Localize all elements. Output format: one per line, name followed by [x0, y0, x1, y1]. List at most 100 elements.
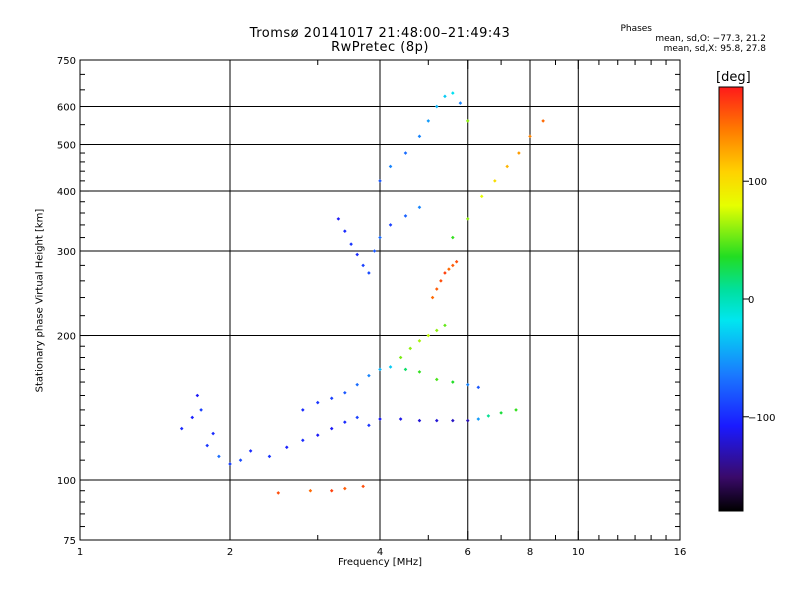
data-point	[451, 380, 455, 384]
data-point	[439, 279, 443, 283]
data-point	[418, 135, 422, 139]
data-point	[378, 236, 382, 240]
data-point	[180, 427, 184, 431]
data-point	[301, 438, 305, 442]
data-point	[276, 491, 280, 495]
y-tick-label: 750	[57, 56, 76, 67]
data-point	[205, 444, 209, 448]
data-point	[199, 408, 203, 412]
data-point	[355, 416, 359, 420]
data-points	[180, 91, 545, 494]
data-point	[528, 135, 532, 139]
data-point	[309, 489, 313, 493]
colorbar-label: [deg]	[716, 70, 751, 85]
data-point	[435, 419, 439, 423]
data-point	[399, 356, 403, 360]
y-tick-label: 300	[57, 247, 76, 258]
data-point	[343, 391, 347, 395]
data-point	[343, 420, 347, 424]
data-point	[426, 119, 430, 123]
stats-o-mode: mean, sd,O: −77.3, 21.2	[655, 34, 766, 45]
data-point	[480, 195, 484, 199]
data-point	[477, 386, 481, 390]
chart-title-line2: RwPretec (8p)	[200, 40, 560, 55]
data-point	[418, 205, 422, 209]
data-point	[435, 329, 439, 333]
data-point	[541, 119, 545, 123]
data-point	[459, 101, 463, 105]
data-point	[466, 119, 470, 123]
data-point	[249, 449, 253, 453]
y-tick-label: 100	[57, 476, 76, 487]
y-tick-label: 500	[57, 141, 76, 152]
data-point	[435, 287, 439, 291]
data-point	[435, 105, 439, 109]
data-point	[316, 433, 320, 437]
data-point	[330, 489, 334, 493]
data-point	[217, 455, 221, 459]
x-tick-label: 2	[227, 547, 233, 558]
data-point	[330, 397, 334, 401]
data-point	[418, 419, 422, 423]
x-tick-label: 6	[465, 547, 471, 558]
data-point	[493, 179, 497, 183]
data-point	[367, 424, 371, 428]
data-point	[487, 414, 491, 418]
colorbar: 100 0 −100	[719, 87, 775, 511]
y-axis-label: Stationary phase Virtual Height [km]	[35, 171, 46, 431]
data-point	[301, 408, 305, 412]
data-point	[435, 378, 439, 382]
y-tick-label: 600	[57, 103, 76, 114]
data-point	[499, 411, 503, 415]
data-point	[316, 401, 320, 405]
data-point	[367, 271, 371, 275]
x-tick-label: 10	[572, 547, 585, 558]
data-point	[239, 458, 243, 462]
x-tick-label: 8	[527, 547, 533, 558]
data-point	[466, 419, 470, 423]
colorbar-tick-label: −100	[748, 413, 775, 424]
data-point	[399, 417, 403, 421]
data-point	[389, 365, 393, 369]
data-point	[349, 242, 353, 246]
data-point	[373, 249, 377, 253]
data-point	[190, 416, 194, 420]
colorbar-tick-label: 100	[748, 177, 767, 188]
data-point	[466, 383, 470, 387]
chart-title-line1: Tromsø 20141017 21:48:00–21:49:43	[200, 26, 560, 41]
data-point	[404, 214, 408, 218]
data-point	[196, 394, 200, 398]
data-point	[455, 260, 459, 264]
data-point	[228, 462, 232, 466]
data-point	[447, 267, 451, 271]
data-point	[389, 223, 393, 227]
data-point	[389, 165, 393, 169]
stats-heading: Phases	[620, 24, 652, 35]
data-point	[367, 374, 371, 378]
data-point	[361, 264, 365, 268]
data-point	[337, 217, 341, 221]
data-point	[343, 487, 347, 491]
data-point	[477, 417, 481, 421]
data-point	[505, 165, 509, 169]
data-point	[355, 383, 359, 387]
data-point	[426, 334, 430, 338]
data-point	[355, 253, 359, 257]
data-point	[404, 368, 408, 372]
stats-x-mode: mean, sd,X: 95.8, 27.8	[664, 44, 766, 55]
x-axis-label: Frequency [MHz]	[330, 557, 430, 568]
data-point	[285, 446, 289, 450]
data-point	[443, 95, 447, 99]
data-point	[451, 91, 455, 95]
data-point	[408, 347, 412, 351]
data-point	[378, 368, 382, 372]
colorbar-tick-label: 0	[748, 295, 754, 306]
ionogram-chart: 1 2 4 6 8 10 16 75100200300400500600750 1000−1…	[0, 0, 800, 600]
data-point	[451, 264, 455, 268]
y-tick-label: 75	[63, 536, 76, 547]
y-tick-label: 200	[57, 332, 76, 343]
data-point	[361, 485, 365, 489]
plot-grid	[80, 60, 680, 540]
data-point	[211, 432, 215, 436]
x-tick-label: 16	[674, 547, 687, 558]
